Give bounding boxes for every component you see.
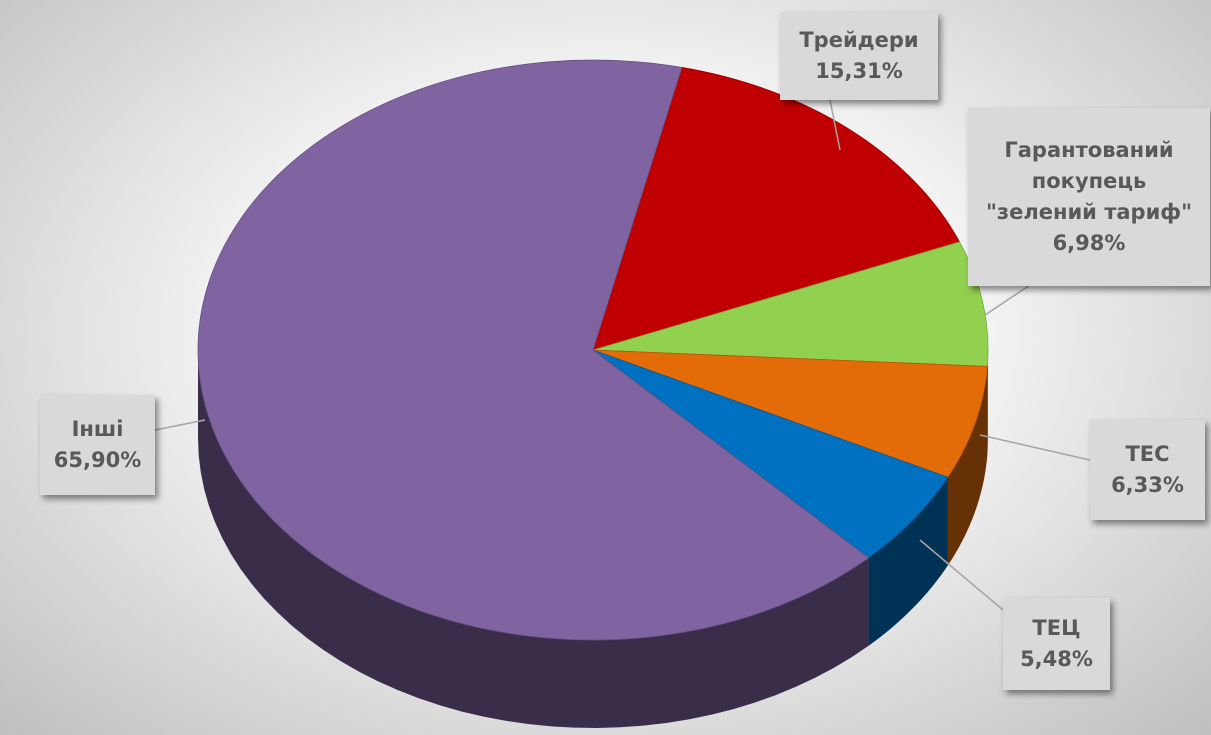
- leader-line: [979, 434, 1091, 461]
- category-label: ТЕС: [1125, 442, 1170, 466]
- slice-side: [987, 350, 988, 455]
- value-label: 6,33%: [1111, 473, 1184, 497]
- slice: [592, 349, 988, 478]
- category-label: Гарантований покупець "зелений тариф": [985, 138, 1193, 224]
- leader-line: [984, 284, 1031, 316]
- category-label: Інші: [71, 417, 124, 441]
- data-label: Трейдери 15,31%: [780, 12, 938, 100]
- value-label: 6,98%: [1052, 231, 1126, 255]
- slice: [592, 241, 989, 367]
- slice: [592, 349, 949, 559]
- category-label: ТЕЦ: [1032, 616, 1081, 640]
- value-label: 5,48%: [1020, 647, 1093, 671]
- value-label: 15,31%: [815, 59, 903, 83]
- category-label: Трейдери: [799, 28, 919, 52]
- slice-side: [947, 366, 988, 566]
- leader-line: [919, 539, 1004, 611]
- slice-side: [198, 350, 869, 728]
- leader-line: [829, 99, 841, 151]
- value-label: 65,90%: [53, 448, 142, 472]
- data-label: ТЕЦ 5,48%: [1003, 598, 1110, 690]
- data-label: Гарантований покупець "зелений тариф" 6,9…: [968, 108, 1210, 286]
- slice: [197, 59, 870, 641]
- data-label: ТЕС 6,33%: [1090, 420, 1205, 520]
- data-label: Інші 65,90%: [40, 395, 155, 495]
- leader-line: [154, 419, 206, 431]
- slice-side: [868, 477, 948, 646]
- slice: [592, 66, 961, 351]
